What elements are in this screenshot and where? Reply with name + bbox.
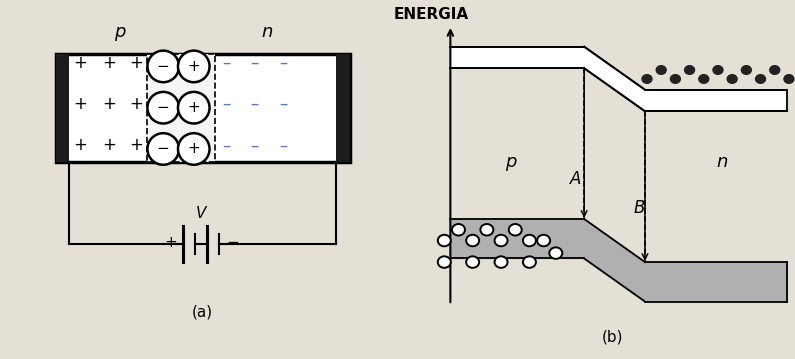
- Text: –: –: [250, 54, 259, 72]
- Text: –: –: [279, 95, 288, 113]
- Circle shape: [684, 65, 696, 75]
- Circle shape: [494, 256, 507, 268]
- Circle shape: [642, 74, 653, 84]
- Text: +: +: [74, 54, 87, 72]
- Text: –: –: [250, 136, 259, 154]
- Polygon shape: [450, 47, 787, 111]
- Text: +: +: [130, 136, 143, 154]
- Text: +: +: [164, 235, 176, 250]
- Circle shape: [727, 74, 738, 84]
- Text: +: +: [103, 136, 116, 154]
- Circle shape: [178, 133, 210, 165]
- Bar: [56, 54, 69, 162]
- Text: −: −: [157, 100, 169, 115]
- Text: −: −: [157, 141, 169, 157]
- Text: n: n: [262, 23, 273, 41]
- Text: −: −: [227, 235, 239, 250]
- Text: –: –: [222, 95, 231, 113]
- Text: A: A: [570, 171, 582, 188]
- Text: V: V: [196, 206, 206, 221]
- Text: (b): (b): [602, 330, 623, 345]
- Text: +: +: [188, 141, 200, 157]
- Text: +: +: [103, 95, 116, 113]
- Circle shape: [494, 235, 507, 246]
- Bar: [336, 54, 350, 162]
- Circle shape: [466, 256, 479, 268]
- Bar: [147, 54, 215, 162]
- Text: +: +: [130, 95, 143, 113]
- Circle shape: [549, 247, 562, 259]
- Text: –: –: [279, 54, 288, 72]
- Text: ENERGIA: ENERGIA: [394, 7, 469, 22]
- Text: +: +: [74, 95, 87, 113]
- Circle shape: [509, 224, 522, 236]
- Circle shape: [147, 92, 179, 123]
- Circle shape: [438, 235, 451, 246]
- Circle shape: [452, 224, 465, 236]
- Circle shape: [769, 65, 781, 75]
- Text: p: p: [506, 153, 517, 171]
- Text: –: –: [222, 136, 231, 154]
- Bar: [56, 54, 350, 162]
- Text: n: n: [716, 153, 727, 171]
- Text: p: p: [114, 23, 126, 41]
- Text: –: –: [250, 95, 259, 113]
- Circle shape: [466, 235, 479, 246]
- Circle shape: [712, 65, 723, 75]
- Circle shape: [537, 235, 550, 246]
- Polygon shape: [450, 219, 787, 302]
- Text: –: –: [222, 54, 231, 72]
- Text: –: –: [279, 136, 288, 154]
- Text: (a): (a): [192, 305, 213, 320]
- Text: +: +: [74, 136, 87, 154]
- Circle shape: [147, 133, 179, 165]
- Circle shape: [178, 51, 210, 82]
- Circle shape: [523, 235, 536, 246]
- Circle shape: [755, 74, 766, 84]
- Circle shape: [438, 256, 451, 268]
- Circle shape: [698, 74, 709, 84]
- Text: +: +: [188, 59, 200, 74]
- Text: +: +: [130, 54, 143, 72]
- Circle shape: [480, 224, 494, 236]
- Circle shape: [783, 74, 794, 84]
- Circle shape: [523, 256, 536, 268]
- Circle shape: [669, 74, 681, 84]
- Circle shape: [178, 92, 210, 123]
- Text: +: +: [188, 100, 200, 115]
- Text: +: +: [103, 54, 116, 72]
- Circle shape: [656, 65, 667, 75]
- Text: −: −: [157, 59, 169, 74]
- Circle shape: [147, 51, 179, 82]
- Circle shape: [741, 65, 752, 75]
- Text: B: B: [633, 199, 645, 217]
